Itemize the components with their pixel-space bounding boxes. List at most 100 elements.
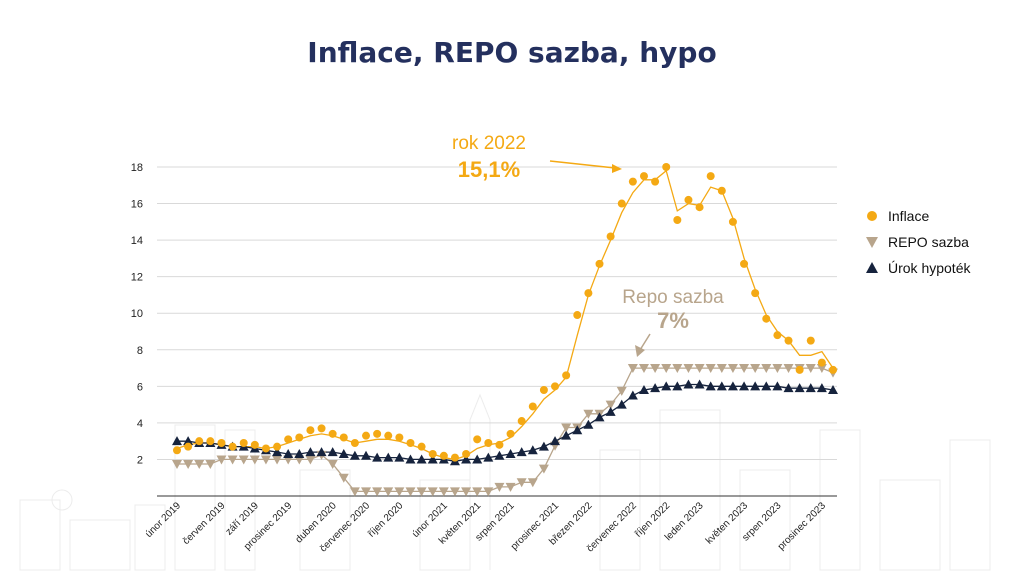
inflace-point [484, 438, 493, 447]
hypo-point [683, 379, 694, 389]
hypo-point [294, 448, 305, 458]
repo-point [260, 455, 271, 465]
hypo-point [705, 381, 716, 391]
hypo-point [594, 412, 605, 422]
repo-point [461, 487, 472, 497]
repo-arrowhead [635, 345, 645, 357]
repo-point [638, 364, 649, 374]
repo-point [616, 386, 627, 396]
y-tick-18: 18 [131, 162, 143, 174]
inflace-point [306, 426, 315, 435]
repo-point [705, 364, 716, 374]
repo-point [427, 487, 438, 497]
y-tick-6: 6 [137, 381, 143, 393]
inflace-point [495, 440, 504, 449]
inflace-point [639, 172, 648, 181]
repo-point [716, 364, 727, 374]
y-tick-labels: 2 4 6 8 10 12 14 16 18 [131, 162, 143, 466]
inflace-point [462, 449, 471, 458]
repo-point [783, 364, 794, 374]
hypo-point [772, 381, 783, 391]
inflace-point [662, 163, 671, 171]
repo-point [183, 460, 194, 470]
hypo-point [561, 430, 572, 440]
hypo-point [427, 454, 438, 464]
repo-point [272, 455, 283, 465]
hypo-point [361, 450, 372, 460]
repo-point [349, 487, 360, 497]
inflation-arrow [549, 160, 616, 169]
hypo-point [538, 441, 549, 451]
legend: Inflace REPO sazba Úrok hypoték [866, 208, 971, 276]
inflace-point [517, 417, 526, 426]
inflace-point [528, 402, 537, 411]
repo-point [750, 364, 761, 374]
hypo-point [505, 448, 516, 458]
repo-point [216, 455, 227, 465]
repo-point [661, 364, 672, 374]
hypo-point [483, 452, 494, 462]
inflation-annotation-line1: rok 2022 [452, 133, 526, 154]
inflace-point [506, 429, 515, 438]
inflace-point [428, 449, 437, 458]
repo-point [483, 487, 494, 497]
repo-point [650, 364, 661, 374]
repo-point [583, 409, 594, 419]
repo-point [627, 364, 638, 374]
inflace-point [728, 217, 737, 226]
repo-point [172, 460, 182, 470]
inflace-point [617, 199, 626, 208]
inflace-point [651, 177, 660, 186]
repo-annotation-line1: Repo sazba [622, 287, 724, 308]
hypo-point [605, 406, 616, 416]
inflace-point [217, 438, 226, 447]
hypo-point [694, 379, 705, 389]
hypo-point [805, 383, 816, 393]
inflace-point [284, 435, 293, 444]
inflace-point [317, 424, 326, 433]
inflace-point [695, 203, 704, 212]
hypo-point [661, 381, 672, 391]
repo-point [761, 364, 772, 374]
repo-point [305, 455, 316, 465]
repo-point [516, 478, 527, 488]
inflace-point [551, 382, 560, 391]
hypo-point [372, 452, 383, 462]
repo-point [772, 364, 783, 374]
repo-point [383, 487, 394, 497]
inflace-point [173, 446, 181, 455]
hypo-point [672, 381, 683, 391]
hypo-point [739, 381, 750, 391]
hypo-point [305, 447, 316, 457]
repo-point [405, 487, 416, 497]
inflace-point [295, 433, 304, 442]
y-tick-16: 16 [131, 199, 143, 211]
repo-point [449, 487, 460, 497]
inflace-point [273, 442, 282, 451]
inflace-point [717, 186, 726, 195]
inflace-point [795, 365, 804, 374]
inflace-point [773, 331, 782, 340]
repo-point [683, 364, 694, 374]
y-tick-14: 14 [131, 235, 143, 247]
legend-marker-inflace [867, 211, 877, 221]
repo-point [527, 478, 538, 488]
repo-point [372, 487, 383, 497]
hypo-point [572, 425, 583, 435]
legend-label-repo: REPO sazba [888, 234, 969, 250]
hypo-point [472, 454, 483, 464]
y-tick-2: 2 [137, 454, 143, 466]
repo-point [249, 455, 260, 465]
repo-point [394, 487, 405, 497]
inflace-point [384, 431, 393, 440]
inflace-point [829, 365, 837, 374]
hypo-point [527, 445, 538, 455]
repo-point [194, 460, 205, 470]
repo-point [438, 487, 449, 497]
hypo-point [816, 383, 827, 393]
legend-label-hypo: Úrok hypoték [888, 260, 971, 276]
hypo-point [583, 419, 594, 429]
inflace-point [628, 177, 637, 186]
hypo-point [828, 384, 838, 394]
